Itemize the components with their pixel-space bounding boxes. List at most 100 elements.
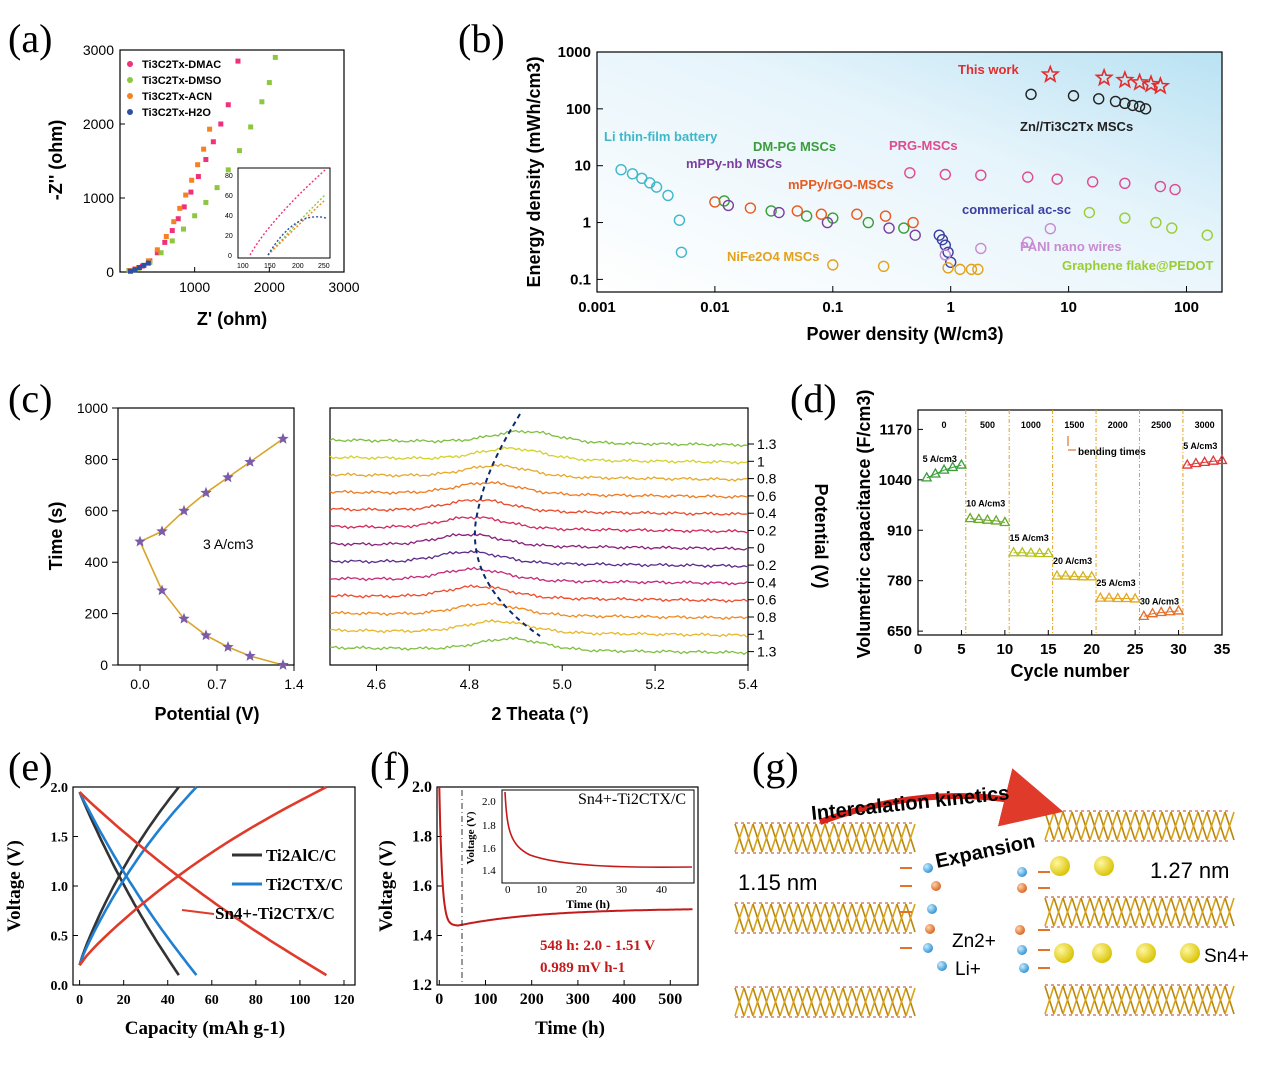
layer-strand xyxy=(779,903,790,933)
panel-a-point xyxy=(235,58,241,64)
panel-a-point xyxy=(183,192,189,198)
layer-strand xyxy=(824,823,835,853)
panel-d-xtick-label: 35 xyxy=(1214,641,1231,658)
panel-c-right-potential-label: 0.4 xyxy=(757,505,777,521)
panel-c-right-pattern xyxy=(329,601,748,621)
panel-a-point xyxy=(180,226,186,232)
panel-c-right-potential-label: 0.6 xyxy=(757,488,777,504)
layer-strand xyxy=(1179,897,1190,927)
layer-left-middle xyxy=(734,902,916,934)
layer-strand xyxy=(1152,811,1163,841)
panel-d-bending-label: 2500 xyxy=(1151,420,1171,430)
panel-a-ytick-label: 1000 xyxy=(83,190,114,206)
panel-c-right-pattern xyxy=(329,515,748,534)
layer-strand xyxy=(1107,897,1118,927)
panel-label-d: (d) xyxy=(790,376,837,421)
panel-b-ytick-label: 1000 xyxy=(558,44,591,61)
panel-a-ytick-label: 2000 xyxy=(83,116,114,132)
panel-c-left-star xyxy=(156,584,168,596)
panel-f-inset: 0 10 20 30 40 1.4 1.6 1.8 2.0 Time (h) V… xyxy=(465,789,695,911)
layer-strand xyxy=(869,903,880,933)
layer-strand xyxy=(1161,985,1172,1015)
panel-d-point xyxy=(1007,546,1020,557)
panel-c-insitu-xrd: 0.0 0.7 1.4 0 200 400 600 800 1000 3 A/cm3 Poten… xyxy=(46,400,831,724)
li-ion xyxy=(1019,963,1029,973)
panel-a-point xyxy=(162,239,168,245)
panel-f-ytick-label: 1.8 xyxy=(412,829,432,846)
panel-c-left-star xyxy=(277,432,289,444)
panel-c-right-pattern xyxy=(329,463,748,482)
legend-ti2alc: Ti2AlC/C xyxy=(266,846,337,865)
sn-ion xyxy=(1092,943,1112,963)
panel-b-star-point xyxy=(1040,64,1061,83)
layer-strand xyxy=(1053,985,1064,1015)
panel-d-rate-bending: 0 5 10 15 20 25 30 35 650 780 910 1040 1170 5 A/cm3 1… xyxy=(854,390,1230,681)
panel-c-right-frame xyxy=(329,407,749,666)
legend-marker-dmso xyxy=(127,77,133,83)
panel-f-voltage-curve xyxy=(438,786,693,927)
panel-d-point xyxy=(999,516,1011,527)
layer-strand xyxy=(1143,897,1154,927)
panel-e-xtick-label: 40 xyxy=(161,993,175,1008)
panel-c-left-star xyxy=(200,486,212,498)
panel-b-point xyxy=(722,199,735,212)
panel-a-point xyxy=(236,148,242,154)
label-spacing-after: 1.27 nm xyxy=(1150,858,1230,883)
panel-b-point xyxy=(1086,176,1099,188)
panel-a-point xyxy=(177,205,183,211)
panel-b-point xyxy=(936,233,949,246)
panel-b-point xyxy=(975,169,987,181)
annot-pani: PANI nano wires xyxy=(1020,239,1122,254)
panel-b-point xyxy=(1169,183,1181,196)
layer-strand xyxy=(752,903,763,933)
panel-a-point xyxy=(210,139,216,145)
panel-a-point xyxy=(248,124,254,130)
inset-a-xtick: 150 xyxy=(264,263,276,270)
layer-strand xyxy=(887,823,898,853)
annot-3a-cm3: 3 A/cm3 xyxy=(203,536,254,552)
panel-b-star-point xyxy=(1115,69,1135,89)
layer-strand xyxy=(1125,985,1136,1015)
panel-b-point xyxy=(1154,180,1167,193)
layer-strand xyxy=(1224,811,1235,841)
panel-e-discharge-curve xyxy=(78,791,198,976)
panel-c-left-ytick-label: 800 xyxy=(85,451,109,467)
panel-b-point xyxy=(954,263,966,276)
layer-strand xyxy=(869,987,880,1017)
layer-strand xyxy=(1206,897,1217,927)
panel-c-left-star xyxy=(244,650,256,661)
panel-a-point xyxy=(132,267,138,273)
panel-c-left-star xyxy=(178,504,190,516)
panel-f-legend: Sn4+-Ti2CTX/C xyxy=(578,791,686,808)
panel-a-point xyxy=(214,185,220,191)
panel-b-point xyxy=(1133,100,1146,113)
legend-marker-h2o xyxy=(127,109,133,115)
layer-strand xyxy=(824,987,835,1017)
panel-b-ytick-label: 0.1 xyxy=(570,271,591,288)
panel-c-left-xlabel: Potential (V) xyxy=(154,704,259,724)
layer-strand xyxy=(896,987,907,1017)
panel-a-frame xyxy=(119,49,345,273)
panel-d-ytick-label: 780 xyxy=(887,573,912,590)
layer-strand xyxy=(824,903,835,933)
panel-d-point xyxy=(1164,605,1176,616)
layer-strand xyxy=(1044,897,1055,927)
panel-d-series-line xyxy=(1143,610,1179,617)
panel-e-ytick-label: 2.0 xyxy=(51,781,69,796)
panel-e-ytick-label: 1.0 xyxy=(51,880,69,895)
panel-b-point xyxy=(1025,88,1037,101)
panel-d-point xyxy=(1025,546,1037,557)
layer-strand xyxy=(1143,811,1154,841)
panel-d-ytick-label: 1170 xyxy=(879,421,912,438)
layer-strand xyxy=(1098,985,1109,1015)
layer-strand xyxy=(1062,897,1073,927)
panel-g-schematic: Intercalation kinetics Expansion 1.15 nm… xyxy=(734,768,1249,1018)
layer-strand xyxy=(1206,985,1217,1015)
label-zn-ion: Zn2+ xyxy=(952,931,996,952)
panel-d-series-line xyxy=(970,518,1005,523)
annot-mppy-nb: mPPy-nb MSCs xyxy=(686,156,782,171)
layer-strand xyxy=(734,823,745,853)
layer-strand xyxy=(1188,811,1199,841)
layer-strand xyxy=(1152,897,1163,927)
panel-a-point xyxy=(169,238,175,244)
